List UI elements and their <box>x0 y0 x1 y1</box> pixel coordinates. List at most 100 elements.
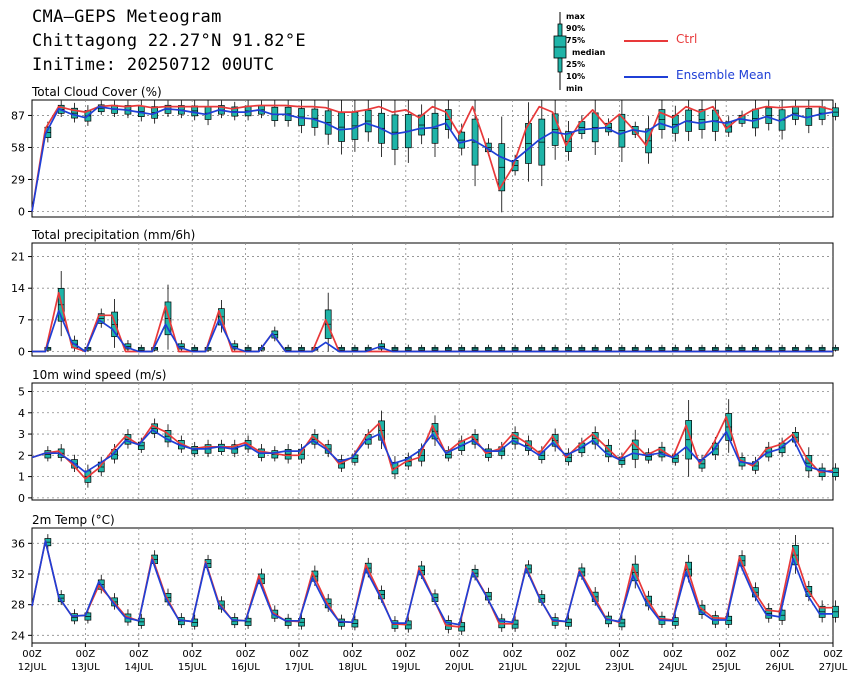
box-whisker-legend-icon <box>553 12 567 90</box>
x-tick-label-time: 00Z <box>236 649 256 660</box>
x-tick-label-time: 00Z <box>289 649 309 660</box>
box-whisker <box>378 340 385 352</box>
box-whisker <box>178 340 185 352</box>
box-whisker <box>351 615 359 631</box>
plot-frame <box>31 527 834 644</box>
box-whisker <box>765 603 773 623</box>
legend-p75: 75% <box>566 36 586 45</box>
box-whisker <box>565 344 572 352</box>
box-whisker <box>671 344 679 352</box>
x-tick-label-date: 15JUL <box>178 662 207 673</box>
ctrl-line <box>31 104 834 212</box>
box-whisker <box>71 102 78 123</box>
box-whisker <box>591 344 599 352</box>
x-tick-label-date: 18JUL <box>338 662 367 673</box>
legend-p10: 10% <box>566 72 586 81</box>
box-whisker <box>351 344 359 352</box>
box-whisker <box>711 344 719 352</box>
box-whisker <box>511 344 519 352</box>
box-whisker <box>324 100 332 145</box>
box-whisker <box>605 344 612 352</box>
box-whisker <box>431 344 439 352</box>
x-tick-label-time: 00Z <box>449 649 469 660</box>
box-whisker <box>645 448 652 464</box>
y-tick-label: 0 <box>18 205 25 218</box>
box-whisker-legend: max 90% 75% median 25% 10% min <box>552 6 622 98</box>
x-tick-label-time: 00Z <box>503 649 523 660</box>
box-whisker <box>525 344 532 352</box>
x-tick-label-date: 21JUL <box>498 662 527 673</box>
box-whisker <box>832 600 839 623</box>
box-whisker <box>445 344 452 352</box>
box-whisker <box>418 104 425 145</box>
y-tick-label: 0 <box>18 345 25 358</box>
x-tick-label-date: 22JUL <box>552 662 581 673</box>
panel-title: Total precipitation (mm/6h) <box>31 228 195 242</box>
ensemble-mean-line <box>31 540 833 626</box>
y-tick-label: 24 <box>11 629 25 642</box>
box-whisker <box>618 344 626 352</box>
box-whisker <box>525 102 532 182</box>
header: CMA–GEPS Meteogram Chittagong 22.27°N 91… <box>0 0 859 100</box>
box-whisker <box>191 100 199 121</box>
y-tick-label: 4 <box>18 407 25 420</box>
x-tick-label-time: 00Z <box>396 649 416 660</box>
box-whisker <box>244 100 252 121</box>
box-whisker <box>551 100 559 160</box>
x-tick-label-time: 00Z <box>343 649 363 660</box>
x-tick-label-time: 00Z <box>663 649 683 660</box>
x-tick-label-date: 27JUL <box>819 662 848 673</box>
x-axis: 00Z 12JUL 00Z 13JUL 00Z 14JUL 00Z 15JUL 00Z 16JUL… <box>18 643 848 673</box>
y-tick-label: 2 <box>18 449 25 462</box>
box-whisker <box>618 100 626 163</box>
box-whisker <box>578 344 586 352</box>
panel-2m-temp-c: 2m Temp (°C) 24 28 32 36 <box>11 513 839 644</box>
box-whisker <box>458 344 466 352</box>
mean-legend-label: Ensemble Mean <box>676 68 772 82</box>
plot-frame <box>31 382 834 501</box>
legend-p25: 25% <box>566 60 586 69</box>
box-whisker <box>471 344 479 352</box>
y-tick-label: 7 <box>18 314 25 327</box>
box-whisker <box>231 101 239 121</box>
box-whisker <box>658 100 666 139</box>
ensemble-mean-line <box>31 428 834 474</box>
box-whisker <box>511 426 519 450</box>
box-whisker <box>631 344 639 352</box>
box-whisker <box>137 100 145 122</box>
legend-min: min <box>566 84 583 93</box>
x-tick-label-date: 20JUL <box>445 662 474 673</box>
panel-title: 2m Temp (°C) <box>32 513 115 527</box>
mean-legend-swatch <box>624 76 668 78</box>
legend-max: max <box>566 12 585 21</box>
ctrl-line <box>32 291 833 353</box>
y-tick-label: 14 <box>11 282 25 295</box>
panel-total-cloud-cover: Total Cloud Cover (%) 0 29 58 87 <box>11 85 839 218</box>
x-tick-label-date: 14JUL <box>125 662 154 673</box>
box-whisker <box>271 100 279 127</box>
box-whisker <box>752 344 759 352</box>
box-whisker <box>818 344 826 352</box>
panel-title: Total Cloud Cover (%) <box>31 85 162 99</box>
x-tick-label-date: 25JUL <box>712 662 741 673</box>
box-whisker <box>298 344 305 352</box>
box-whisker <box>498 344 506 352</box>
ensemble-mean-line <box>32 309 833 353</box>
box-whisker <box>765 344 773 352</box>
box-whisker <box>805 344 813 352</box>
plot-frame <box>31 99 834 218</box>
x-tick-label-time: 00Z <box>22 649 42 660</box>
box-whisker <box>244 613 252 629</box>
page-title: CMA–GEPS Meteogram <box>32 7 222 27</box>
box-whisker <box>244 344 252 352</box>
x-tick-label-date: 26JUL <box>765 662 794 673</box>
box-whisker <box>792 100 799 126</box>
ctrl-legend-swatch <box>624 40 668 42</box>
box-whisker <box>97 308 105 328</box>
x-tick-label-time: 00Z <box>823 649 843 660</box>
box-whisker <box>738 344 746 352</box>
legend-median: median <box>572 48 606 57</box>
y-tick-label: 0 <box>18 492 25 505</box>
y-tick-label: 21 <box>11 251 25 264</box>
box-whisker <box>364 100 372 142</box>
